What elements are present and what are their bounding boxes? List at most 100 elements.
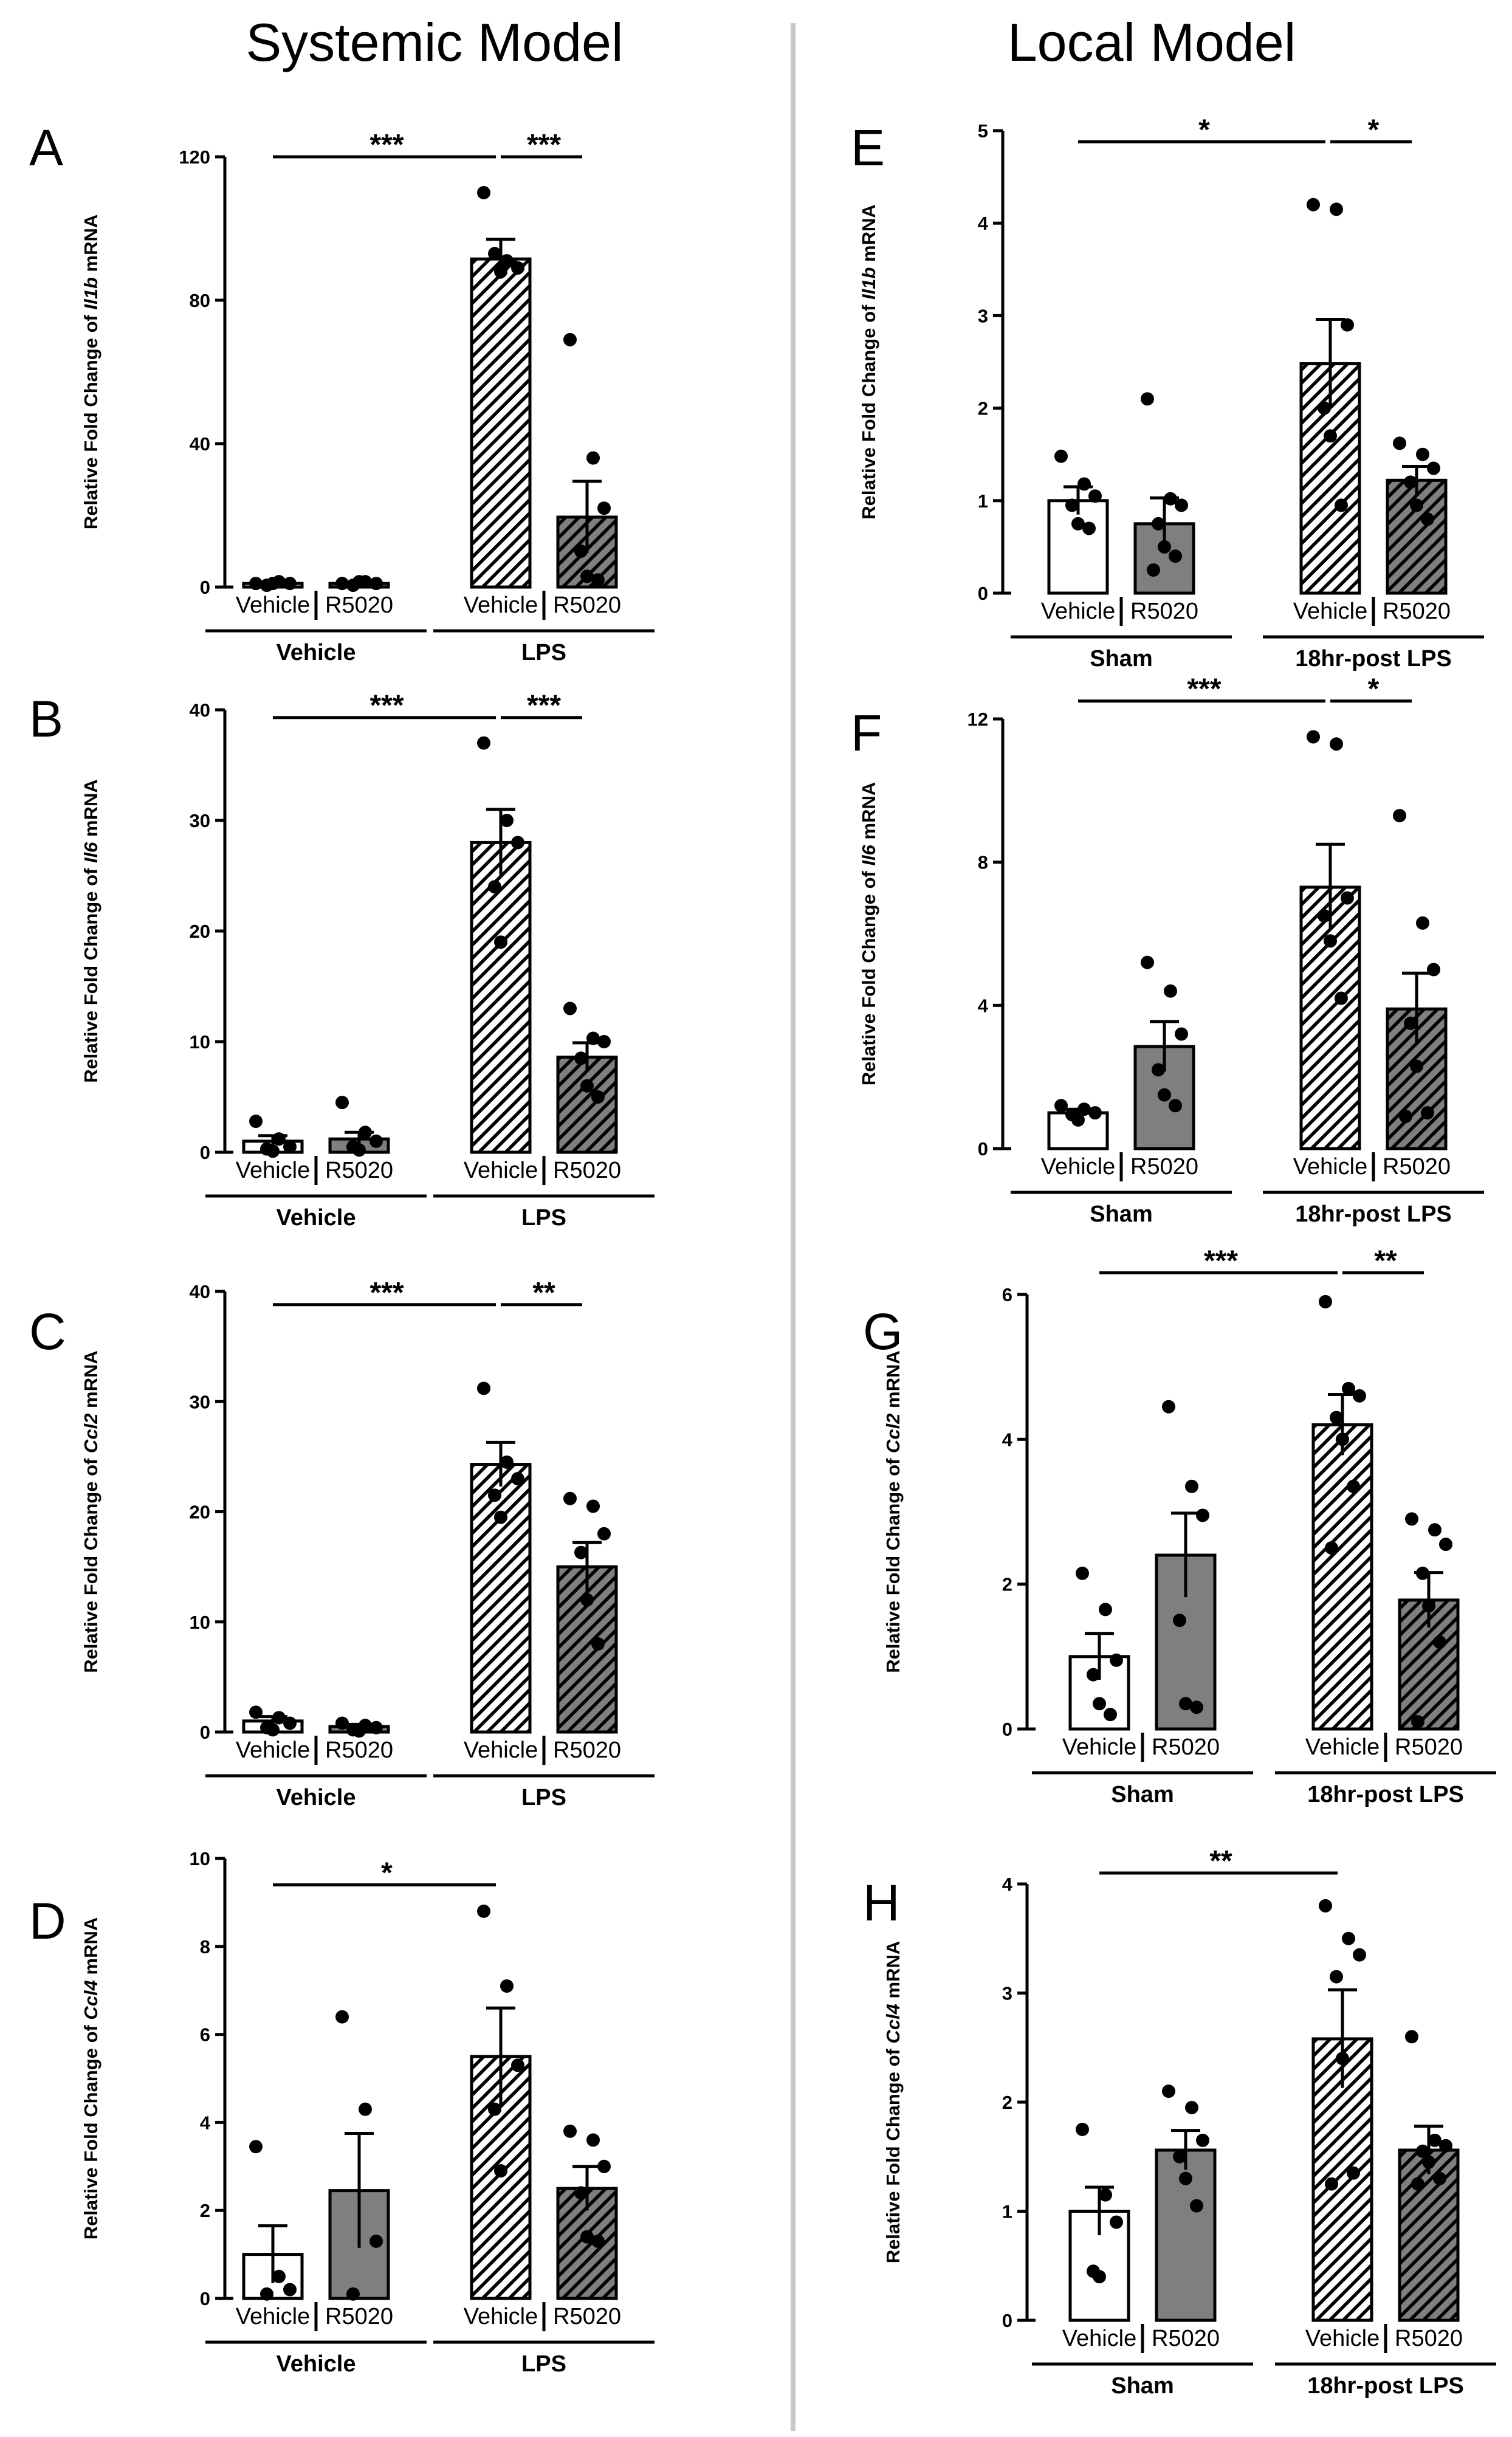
y-tick-label: 40: [190, 1281, 210, 1302]
data-point: [1393, 809, 1406, 823]
data-point: [335, 577, 349, 591]
data-point: [1411, 1715, 1424, 1729]
category-label: Vehicle: [236, 2304, 311, 2329]
y-tick-label: 4: [978, 213, 989, 234]
y-tick-label: 10: [190, 1612, 210, 1633]
data-point: [1104, 1708, 1117, 1722]
data-point: [1405, 2030, 1418, 2044]
data-point: [1196, 2133, 1209, 2147]
data-point: [574, 1545, 588, 1559]
y-axis-label-prefix: Relative Fold Change of: [80, 1453, 101, 1673]
y-tick-label: 2: [1002, 1574, 1012, 1595]
data-point: [1399, 1109, 1412, 1123]
category-label: R5020: [553, 1158, 621, 1183]
group-label: Vehicle: [277, 2351, 356, 2377]
data-point: [1404, 475, 1417, 489]
bar: [1311, 1423, 1373, 1731]
category-label: Vehicle: [1062, 2326, 1137, 2351]
y-axis-label: Relative Fold Change of Ccl2 mRNA: [882, 1350, 904, 1673]
data-point: [1411, 2177, 1424, 2191]
data-point: [494, 935, 507, 949]
data-point: [511, 1472, 524, 1486]
y-tick-label: 12: [967, 709, 988, 730]
data-point: [1416, 2144, 1429, 2158]
y-tick-label: 4: [1002, 1874, 1013, 1895]
y-axis-label-prefix: Relative Fold Change of: [80, 310, 101, 530]
data-point: [1422, 2155, 1435, 2169]
data-point: [266, 577, 280, 591]
data-point: [249, 1705, 263, 1719]
group-label: Vehicle: [277, 1205, 356, 1231]
category-label: Vehicle: [1041, 599, 1116, 624]
data-point: [500, 254, 514, 268]
data-point: [1421, 1106, 1434, 1120]
y-axis-label: Relative Fold Change of Ccl4 mRNA: [80, 1917, 101, 2240]
data-point: [1065, 498, 1079, 512]
data-point: [335, 1716, 349, 1730]
data-point: [1427, 963, 1440, 977]
data-point: [477, 1381, 490, 1395]
group-label: Sham: [1090, 646, 1152, 672]
significance-label: **: [532, 1277, 555, 1309]
data-point: [500, 1455, 514, 1469]
y-axis-label-suffix: mRNA: [80, 1917, 101, 1980]
data-point: [1428, 2133, 1442, 2147]
data-point: [283, 577, 297, 591]
y-axis-label-prefix: Relative Fold Change of: [858, 300, 879, 520]
data-point: [1190, 1700, 1203, 1714]
data-point: [1088, 489, 1102, 503]
group-label: LPS: [521, 1785, 566, 1810]
category-label: Vehicle: [464, 593, 538, 618]
data-point: [1330, 1970, 1343, 1984]
data-point: [352, 1724, 366, 1738]
data-point: [1152, 1063, 1165, 1077]
y-tick-label: 4: [200, 2112, 211, 2133]
data-point: [369, 1720, 383, 1734]
data-point: [500, 814, 514, 827]
y-axis-label-gene: Ccl2: [882, 1414, 904, 1453]
group-label: Sham: [1090, 1201, 1152, 1227]
category-label: R5020: [553, 593, 621, 618]
significance-label: *: [1368, 673, 1380, 706]
data-point: [1324, 429, 1337, 443]
category-label: Vehicle: [1293, 599, 1368, 624]
y-tick-label: 3: [978, 305, 988, 326]
significance-label: *: [381, 1857, 393, 1889]
data-point: [1169, 1099, 1182, 1113]
y-tick-label: 20: [190, 1502, 210, 1523]
significance-label: **: [1374, 1245, 1397, 1277]
panel-letter: B: [29, 690, 63, 748]
data-point: [272, 1711, 286, 1725]
data-point: [563, 1002, 577, 1016]
y-axis-label-prefix: Relative Fold Change of: [882, 1453, 904, 1673]
data-point: [1152, 517, 1165, 531]
y-axis-label-gene: Il1b: [858, 267, 879, 300]
data-point: [272, 2269, 286, 2283]
data-point: [1158, 1088, 1171, 1102]
data-point: [359, 1126, 372, 1139]
data-point: [1141, 955, 1154, 969]
data-point: [1428, 1523, 1442, 1537]
data-point: [1307, 730, 1320, 744]
data-point: [1422, 1599, 1435, 1613]
data-point: [1421, 512, 1434, 526]
data-point: [511, 261, 524, 275]
data-point: [1335, 991, 1348, 1005]
panel-f: F Relative Fold Change of Il6 mRNA 0 4 8 12 Ve…: [851, 673, 1484, 1227]
y-tick-label: 8: [200, 1936, 210, 1958]
data-point: [1179, 2171, 1192, 2185]
data-point: [1318, 909, 1331, 923]
group-label: 18hr-post LPS: [1307, 1782, 1464, 1807]
category-label: Vehicle: [464, 1738, 538, 1763]
data-point: [1325, 1541, 1338, 1555]
data-point: [1077, 477, 1091, 491]
y-tick-label: 0: [200, 1722, 210, 1743]
y-tick-label: 0: [1002, 1719, 1012, 1740]
data-point: [597, 2159, 611, 2173]
data-point: [1173, 1614, 1186, 1628]
category-label: Vehicle: [1041, 1154, 1116, 1180]
panel-b: B Relative Fold Change of Il6 mRNA 0 10 20 30…: [29, 690, 655, 1231]
significance-label: **: [1209, 1845, 1232, 1877]
y-axis-label-prefix: Relative Fold Change of: [882, 2044, 904, 2264]
